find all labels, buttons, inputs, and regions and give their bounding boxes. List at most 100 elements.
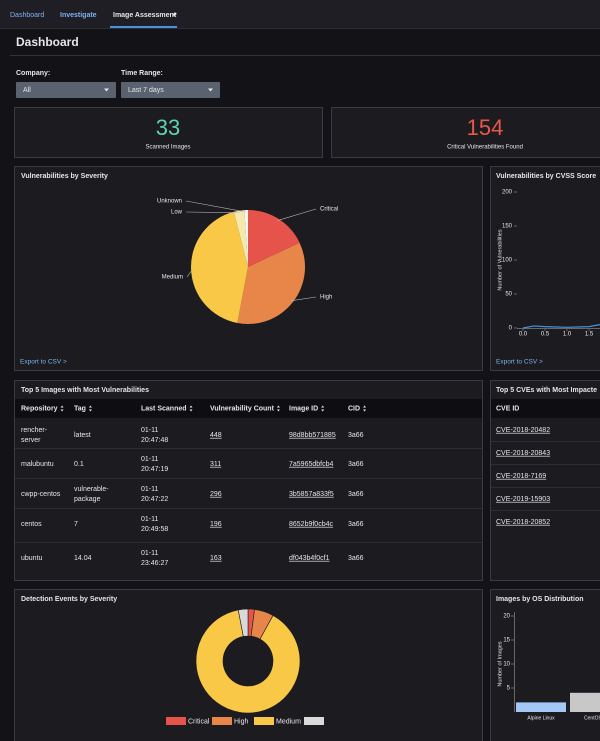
active-underline <box>110 26 177 28</box>
table-cell: latest <box>74 432 91 439</box>
table-cell[interactable]: 296 <box>210 491 222 498</box>
table-cell: 01-11 23:46:27 <box>141 550 168 567</box>
dropdown-value: Last 7 days <box>128 87 164 94</box>
table-cell: 14.04 <box>74 555 92 562</box>
panel-title: Detection Events by Severity <box>21 596 117 603</box>
slice-label: Medium <box>162 275 183 281</box>
nav-item[interactable]: Investigate <box>60 12 97 19</box>
leader-line <box>185 211 240 213</box>
legend-swatch <box>212 717 232 725</box>
export-link[interactable]: Export to CSV > <box>20 359 67 366</box>
x-tick-label: 0.0 <box>519 332 528 338</box>
pie-slice <box>190 211 248 323</box>
pie-slice <box>248 210 300 267</box>
x-tick-label: 0.5 <box>541 332 550 338</box>
table-cell[interactable]: 8652b9f0cb4c <box>289 521 333 528</box>
panel-title: Top 5 Images with Most Vulnerabilities <box>21 387 149 394</box>
legend-label: Critical <box>188 718 210 725</box>
column-header[interactable]: Last Scanned <box>141 405 187 412</box>
cve-link[interactable]: CVE-2018-20843 <box>496 450 550 457</box>
export-link[interactable]: Export to CSV > <box>496 359 543 366</box>
y-tick-label: 0 <box>509 326 513 332</box>
filter-label: Time Range: <box>121 70 163 77</box>
pie-slice <box>237 242 305 324</box>
panel <box>490 166 600 371</box>
leader-line <box>185 200 247 213</box>
dropdown[interactable] <box>121 82 220 98</box>
sort-icon <box>321 405 325 412</box>
cve-link[interactable]: CVE-2018-20482 <box>496 427 550 434</box>
axis-label: Number of Vulnerabilities <box>497 229 503 290</box>
y-tick-label: 10 <box>503 662 510 668</box>
table-cell[interactable]: 163 <box>210 555 222 562</box>
table-cell: 3a66 <box>348 432 364 439</box>
column-header: CVE ID <box>496 405 519 412</box>
column-header[interactable]: Tag <box>74 405 86 412</box>
bar <box>570 692 600 712</box>
pie-slice <box>244 210 248 267</box>
stat-label: Scanned Images <box>145 145 190 151</box>
legend-swatch <box>166 717 186 725</box>
sort-icon <box>276 405 280 412</box>
slice-label: High <box>320 295 332 301</box>
legend-swatch <box>254 717 274 725</box>
cve-link[interactable]: CVE-2018-7169 <box>496 473 546 480</box>
caret <box>208 88 213 92</box>
table-cell: centos <box>21 521 42 528</box>
x-tick-label: CentOS L <box>584 715 600 721</box>
table-cell: ubuntu <box>21 555 43 562</box>
table-cell[interactable]: 7a5965dbfcb4 <box>289 461 333 468</box>
leader-line <box>291 296 317 302</box>
legend-label: Medium <box>276 718 301 725</box>
column-header[interactable]: Vulnerability Count <box>210 405 275 412</box>
donut-slice <box>237 608 249 637</box>
dropdown-value: All <box>23 87 31 94</box>
nav-item[interactable]: Image Assessment <box>113 12 177 19</box>
nav-item[interactable]: Dashboard <box>10 12 44 19</box>
column-header[interactable]: Repository <box>21 405 58 412</box>
y-tick-label: 15 <box>503 638 510 644</box>
table-cell: 01-11 20:47:48 <box>141 427 168 444</box>
stat-label: Critical Vulnerabilities Found <box>447 145 523 151</box>
table-cell[interactable]: 311 <box>210 461 221 468</box>
table-cell[interactable]: 196 <box>210 521 222 528</box>
legend-label: High <box>234 718 249 725</box>
leader-line <box>277 208 317 221</box>
table-cell: 01-11 20:47:22 <box>141 486 168 503</box>
bar <box>516 702 566 712</box>
cve-link[interactable]: CVE-2018-20852 <box>496 519 550 526</box>
panel-title: Vulnerabilities by Severity <box>21 173 108 180</box>
table-cell[interactable]: 98d8bb571885 <box>289 432 336 439</box>
caret <box>104 88 109 92</box>
page-title: Dashboard <box>16 35 79 49</box>
dropdown[interactable] <box>16 82 116 98</box>
y-tick-label: 20 <box>503 614 510 620</box>
slice-label: Low <box>171 210 183 216</box>
y-tick-label: 50 <box>505 292 512 298</box>
column-header[interactable]: CID <box>348 405 360 412</box>
column-header[interactable]: Image ID <box>289 405 318 412</box>
slice-label: Unknown <box>157 199 182 205</box>
table-cell: 3a66 <box>348 491 364 498</box>
table-cell: 7 <box>74 521 78 528</box>
table-header <box>491 399 600 418</box>
table-cell[interactable]: 448 <box>210 432 222 439</box>
table-cell: 3a66 <box>348 521 364 528</box>
table-cell: 01-11 20:49:58 <box>141 516 168 533</box>
panel-title: Vulnerabilities by CVSS Score <box>496 173 596 180</box>
sort-icon <box>88 405 92 412</box>
line-series <box>522 323 600 329</box>
table-cell[interactable]: df043b4f0cf1 <box>289 555 330 562</box>
donut-slice <box>195 609 301 714</box>
sort-icon <box>189 405 193 412</box>
y-tick-label: 150 <box>502 224 513 230</box>
cve-link[interactable]: CVE-2019-15903 <box>496 496 550 503</box>
y-tick-label: 5 <box>507 686 511 692</box>
table-cell: 01-11 20:47:19 <box>141 456 168 473</box>
leader-line <box>186 268 194 278</box>
table-cell: 3a66 <box>348 555 364 562</box>
table-cell: rencher-server <box>21 427 48 444</box>
sort-icon <box>363 405 367 412</box>
table-cell[interactable]: 3b5857a833f5 <box>289 491 334 498</box>
